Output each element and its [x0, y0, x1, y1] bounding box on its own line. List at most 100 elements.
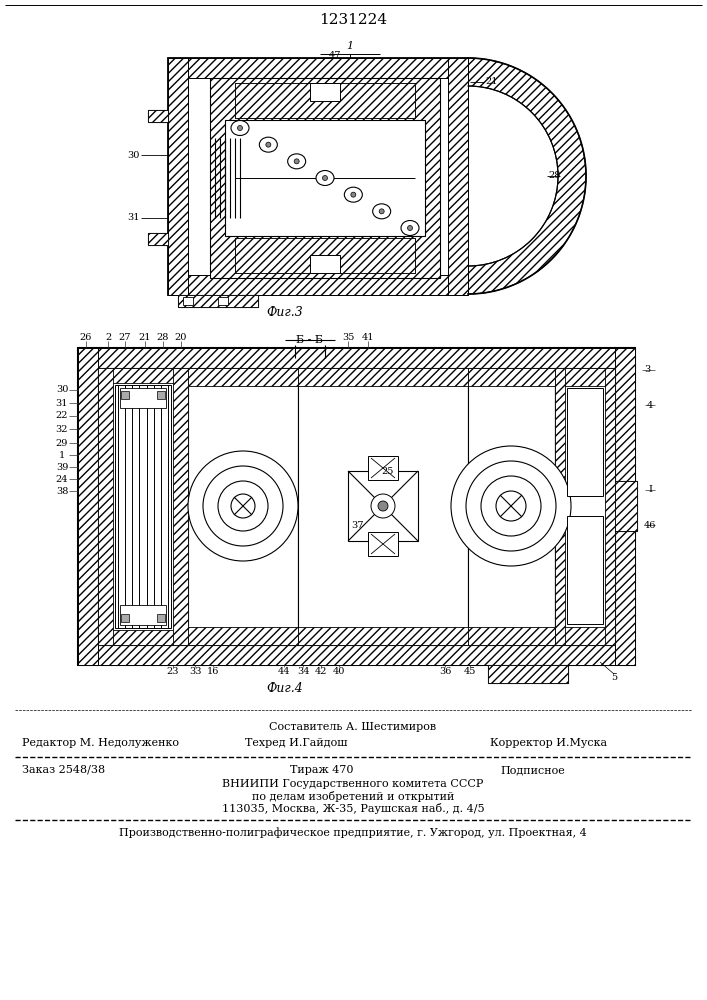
- Circle shape: [294, 159, 299, 164]
- Bar: [78, 348, 98, 665]
- Bar: [235, 238, 415, 273]
- Bar: [298, 368, 468, 645]
- Text: 31: 31: [56, 398, 69, 408]
- Text: Фиг.3: Фиг.3: [267, 306, 303, 320]
- Circle shape: [231, 494, 255, 518]
- Text: 30: 30: [56, 385, 68, 394]
- Bar: [120, 605, 166, 625]
- Bar: [567, 388, 603, 496]
- Bar: [78, 348, 635, 368]
- Text: 2: 2: [105, 332, 111, 342]
- Text: Корректор И.Муска: Корректор И.Муска: [490, 738, 607, 748]
- Bar: [555, 368, 615, 386]
- Ellipse shape: [401, 221, 419, 235]
- Text: 35: 35: [341, 332, 354, 342]
- Text: Б - Б: Б - Б: [296, 335, 324, 345]
- Bar: [98, 368, 113, 645]
- Text: Фиг.4: Фиг.4: [267, 682, 303, 694]
- Ellipse shape: [259, 137, 277, 152]
- Bar: [188, 498, 298, 514]
- Text: 21: 21: [486, 78, 498, 87]
- Bar: [188, 368, 298, 386]
- Bar: [78, 348, 635, 665]
- Bar: [488, 665, 568, 683]
- Bar: [157, 614, 165, 622]
- Bar: [168, 58, 188, 295]
- Bar: [121, 614, 129, 622]
- Bar: [555, 627, 615, 645]
- Text: 33: 33: [189, 666, 201, 676]
- Bar: [368, 456, 398, 480]
- Circle shape: [481, 476, 541, 536]
- Text: 39: 39: [56, 462, 68, 472]
- Circle shape: [351, 192, 356, 197]
- Bar: [235, 83, 415, 118]
- Bar: [178, 295, 258, 307]
- Bar: [488, 665, 568, 683]
- Text: 20: 20: [175, 332, 187, 342]
- Text: 32: 32: [56, 424, 69, 434]
- Text: 46: 46: [644, 520, 656, 530]
- Text: 1: 1: [346, 41, 354, 51]
- Bar: [225, 120, 425, 236]
- Text: 34: 34: [297, 666, 309, 676]
- Bar: [168, 275, 468, 295]
- Bar: [615, 348, 635, 665]
- Text: 40: 40: [333, 666, 345, 676]
- Circle shape: [238, 125, 243, 130]
- Text: Подписное: Подписное: [500, 765, 565, 775]
- Bar: [98, 630, 188, 645]
- Bar: [555, 368, 615, 645]
- Text: 24: 24: [56, 475, 69, 484]
- Circle shape: [218, 481, 268, 531]
- Text: по делам изобретений и открытий: по делам изобретений и открытий: [252, 790, 454, 802]
- Text: 36: 36: [439, 666, 451, 676]
- Bar: [468, 627, 555, 645]
- Text: 44: 44: [278, 666, 291, 676]
- Bar: [468, 368, 555, 386]
- Bar: [298, 627, 468, 645]
- Text: 30: 30: [127, 150, 139, 159]
- Circle shape: [322, 176, 327, 180]
- Bar: [218, 297, 228, 305]
- Text: 1: 1: [59, 450, 65, 460]
- Bar: [235, 238, 415, 273]
- Bar: [183, 297, 193, 305]
- Bar: [178, 295, 258, 307]
- Bar: [368, 532, 398, 556]
- Text: 23: 23: [167, 666, 180, 676]
- Text: 3: 3: [644, 365, 650, 374]
- Text: 26: 26: [80, 332, 92, 342]
- Bar: [298, 368, 468, 386]
- Bar: [148, 110, 168, 122]
- Bar: [210, 78, 440, 278]
- Text: 113035, Москва, Ж-35, Раушская наб., д. 4/5: 113035, Москва, Ж-35, Раушская наб., д. …: [222, 802, 484, 814]
- Text: 42: 42: [315, 666, 327, 676]
- Bar: [78, 645, 635, 665]
- Text: 38: 38: [56, 487, 68, 495]
- Bar: [605, 368, 615, 645]
- Circle shape: [188, 451, 298, 561]
- Bar: [448, 58, 468, 295]
- Circle shape: [266, 142, 271, 147]
- Text: 41: 41: [362, 332, 374, 342]
- Circle shape: [203, 466, 283, 546]
- Text: 25: 25: [382, 466, 395, 476]
- Bar: [188, 368, 298, 645]
- Text: 47: 47: [329, 51, 341, 60]
- Bar: [148, 110, 168, 122]
- Text: 5: 5: [611, 674, 617, 682]
- Ellipse shape: [373, 204, 391, 219]
- Bar: [468, 498, 555, 514]
- Text: Техред И.Гайдош: Техред И.Гайдош: [245, 738, 348, 748]
- Bar: [146, 53, 606, 300]
- Bar: [348, 471, 418, 541]
- Bar: [615, 481, 637, 531]
- Bar: [555, 368, 565, 645]
- Circle shape: [451, 446, 571, 566]
- Bar: [188, 627, 298, 645]
- Circle shape: [496, 491, 526, 521]
- Circle shape: [371, 494, 395, 518]
- Bar: [468, 368, 555, 645]
- Circle shape: [407, 226, 412, 231]
